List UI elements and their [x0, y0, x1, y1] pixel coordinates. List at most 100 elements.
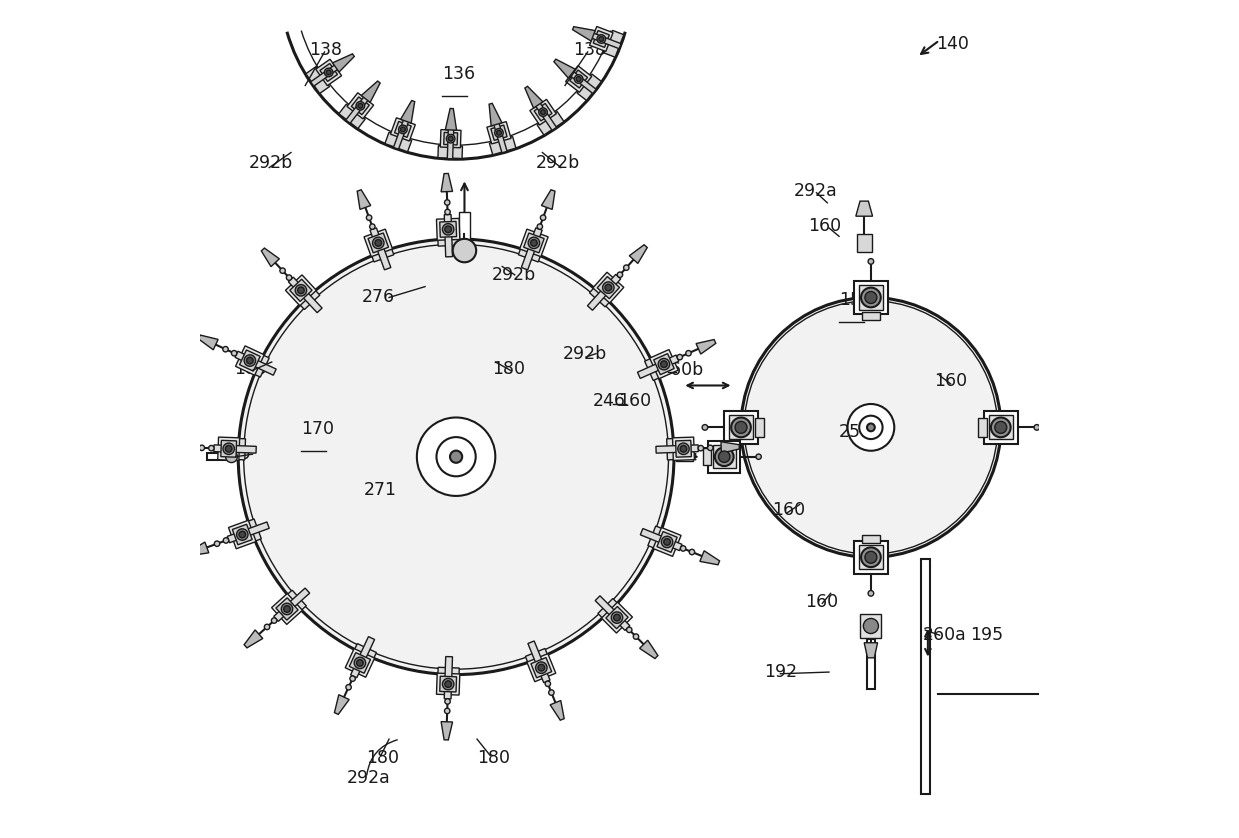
Circle shape: [864, 618, 878, 634]
Polygon shape: [370, 228, 390, 270]
Circle shape: [297, 287, 305, 293]
Circle shape: [375, 240, 382, 246]
Circle shape: [633, 634, 638, 639]
Circle shape: [450, 451, 462, 463]
Polygon shape: [445, 108, 457, 130]
Polygon shape: [370, 245, 394, 262]
Polygon shape: [489, 103, 502, 126]
Polygon shape: [244, 630, 263, 648]
Text: 180: 180: [234, 360, 268, 378]
Polygon shape: [861, 535, 880, 543]
Circle shape: [346, 685, 352, 690]
Polygon shape: [606, 607, 628, 628]
Polygon shape: [541, 189, 555, 210]
Circle shape: [685, 350, 691, 356]
Circle shape: [284, 606, 290, 613]
Circle shape: [676, 354, 683, 360]
Circle shape: [867, 423, 875, 432]
Polygon shape: [335, 695, 349, 715]
Polygon shape: [284, 590, 306, 613]
Circle shape: [199, 445, 204, 451]
Circle shape: [369, 224, 375, 230]
Circle shape: [238, 239, 674, 675]
Text: 150: 150: [839, 291, 872, 309]
Polygon shape: [532, 658, 551, 678]
Circle shape: [865, 551, 877, 563]
Polygon shape: [234, 438, 245, 460]
Polygon shape: [394, 122, 411, 137]
Circle shape: [445, 699, 450, 704]
Polygon shape: [721, 442, 740, 453]
Polygon shape: [639, 640, 658, 659]
Polygon shape: [346, 92, 372, 123]
Polygon shape: [527, 654, 556, 681]
Polygon shape: [458, 212, 470, 246]
Circle shape: [497, 131, 502, 135]
Text: 160: 160: [934, 372, 966, 391]
Polygon shape: [676, 453, 694, 461]
Polygon shape: [346, 649, 374, 677]
Polygon shape: [601, 603, 632, 633]
Polygon shape: [655, 445, 699, 453]
Polygon shape: [233, 525, 253, 545]
Text: 136: 136: [442, 65, 475, 83]
Polygon shape: [207, 453, 237, 460]
Text: 170: 170: [301, 420, 335, 438]
Polygon shape: [979, 418, 986, 437]
Polygon shape: [235, 346, 264, 375]
Polygon shape: [436, 219, 460, 241]
Circle shape: [247, 357, 253, 364]
Polygon shape: [603, 30, 623, 57]
Circle shape: [436, 437, 476, 476]
Circle shape: [869, 591, 873, 596]
Circle shape: [349, 676, 356, 681]
Polygon shape: [861, 312, 880, 320]
Circle shape: [703, 425, 707, 430]
Circle shape: [611, 612, 623, 623]
Polygon shape: [332, 54, 354, 72]
Polygon shape: [590, 285, 612, 307]
Polygon shape: [227, 522, 269, 543]
Circle shape: [539, 108, 548, 116]
Polygon shape: [756, 418, 763, 437]
Polygon shape: [492, 118, 507, 153]
Circle shape: [535, 662, 548, 674]
Circle shape: [494, 128, 503, 137]
Circle shape: [232, 350, 237, 356]
Circle shape: [861, 547, 881, 567]
Text: 292a: 292a: [794, 182, 838, 200]
Polygon shape: [400, 101, 415, 123]
Circle shape: [597, 34, 606, 44]
Circle shape: [214, 541, 219, 546]
Polygon shape: [859, 286, 883, 309]
Circle shape: [452, 239, 476, 262]
Polygon shape: [218, 437, 239, 460]
Circle shape: [445, 680, 451, 687]
Circle shape: [680, 446, 686, 452]
Polygon shape: [550, 701, 564, 720]
Polygon shape: [441, 722, 452, 740]
Polygon shape: [860, 614, 881, 638]
Circle shape: [286, 275, 292, 281]
Polygon shape: [440, 676, 456, 692]
Polygon shape: [638, 355, 679, 379]
Polygon shape: [198, 335, 218, 349]
Polygon shape: [570, 70, 587, 88]
Circle shape: [367, 215, 372, 220]
Circle shape: [223, 346, 228, 352]
Polygon shape: [316, 59, 342, 85]
Circle shape: [264, 624, 270, 629]
Polygon shape: [525, 649, 549, 666]
Text: 160: 160: [805, 592, 839, 611]
Text: 292a: 292a: [347, 768, 390, 787]
Polygon shape: [700, 551, 720, 565]
Circle shape: [575, 75, 582, 83]
Polygon shape: [641, 529, 681, 551]
Circle shape: [549, 690, 554, 696]
Circle shape: [735, 422, 747, 433]
Circle shape: [326, 70, 331, 75]
Text: 138: 138: [310, 41, 342, 59]
Polygon shape: [629, 245, 647, 263]
Circle shape: [545, 681, 550, 686]
Polygon shape: [320, 64, 337, 81]
